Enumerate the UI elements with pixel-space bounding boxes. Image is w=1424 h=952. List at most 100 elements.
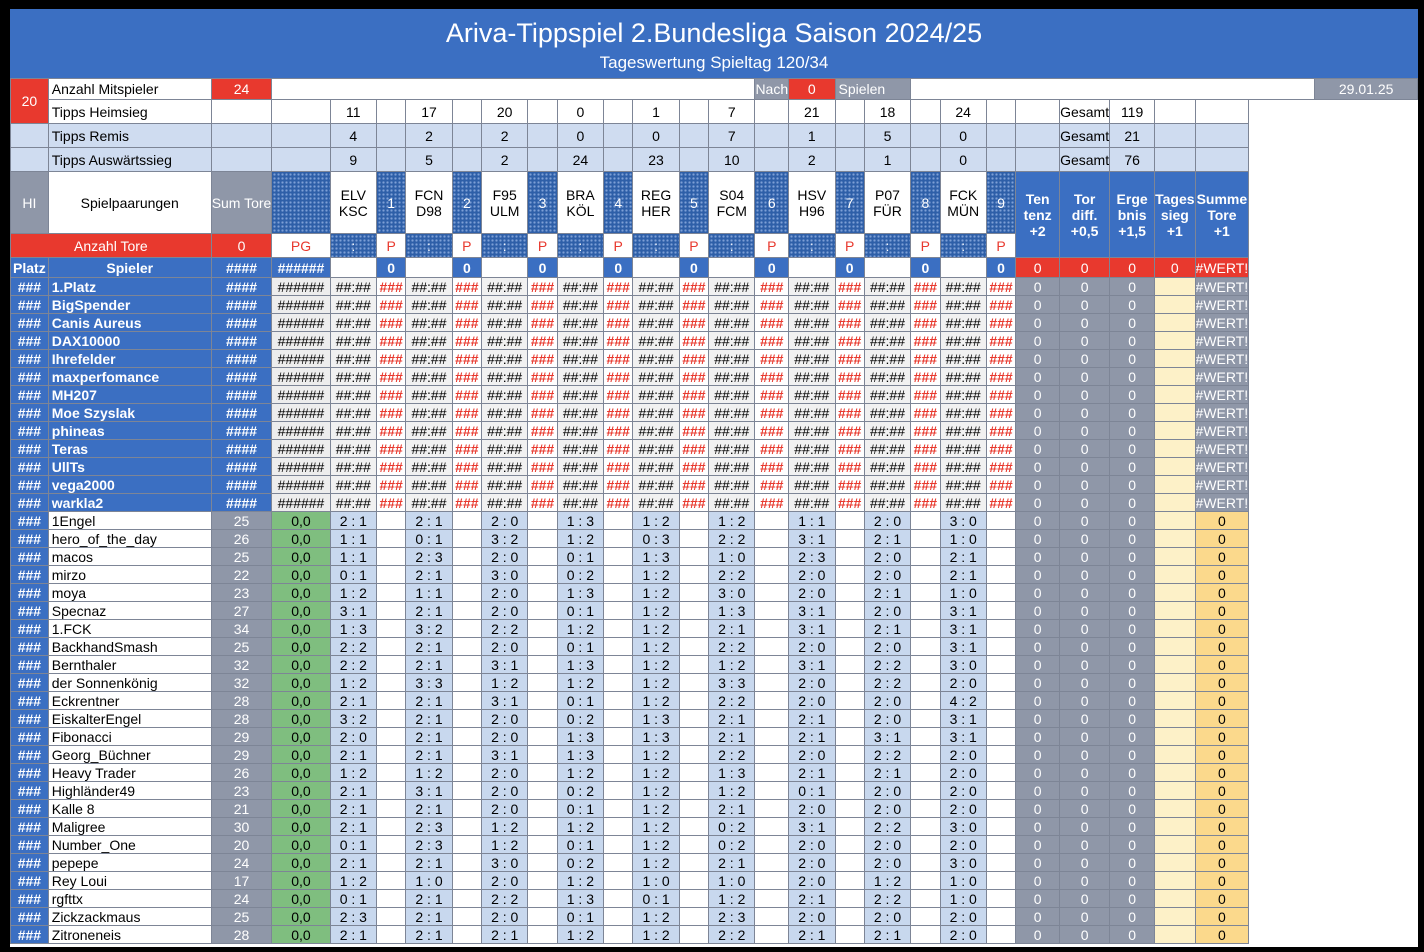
tip-cell[interactable]: 2 : 0 xyxy=(480,547,529,566)
tip-cell[interactable]: 3 : 1 xyxy=(863,727,912,746)
tip-cell[interactable]: 1 : 2 xyxy=(329,763,378,782)
tip-cell[interactable]: 3 : 1 xyxy=(480,655,529,674)
tip-cell[interactable]: 1 : 2 xyxy=(632,691,680,710)
player-name[interactable]: Fibonacci xyxy=(47,727,212,746)
tip-cell[interactable]: 0 : 2 xyxy=(708,835,756,854)
tip-cell[interactable]: 2 : 1 xyxy=(329,817,378,836)
tip-cell[interactable]: 1 : 2 xyxy=(556,619,605,638)
tip-cell[interactable]: 3 : 0 xyxy=(939,511,987,530)
player-name[interactable]: Rey Loui xyxy=(47,871,212,890)
player-name[interactable]: Maligree xyxy=(47,817,212,836)
player-name[interactable]: BackhandSmash xyxy=(47,637,212,656)
tip-cell[interactable]: 2 : 1 xyxy=(405,691,453,710)
tip-cell[interactable]: 2 : 1 xyxy=(708,619,756,638)
tip-cell[interactable]: 3 : 0 xyxy=(939,853,987,872)
tip-cell[interactable]: 3 : 2 xyxy=(480,529,529,548)
tip-cell[interactable]: 3 : 1 xyxy=(939,709,987,728)
tip-cell[interactable]: 2 : 1 xyxy=(405,655,453,674)
player-name[interactable]: DAX10000 xyxy=(47,331,212,350)
tip-cell[interactable]: 2 : 1 xyxy=(405,637,453,656)
tip-cell[interactable]: 2 : 0 xyxy=(480,763,529,782)
tip-cell[interactable]: 1 : 3 xyxy=(632,547,680,566)
tip-cell[interactable]: 1 : 2 xyxy=(480,835,529,854)
tip-cell[interactable]: 2 : 0 xyxy=(939,925,987,944)
tip-cell[interactable]: 2 : 1 xyxy=(863,619,912,638)
tip-cell[interactable]: 1 : 2 xyxy=(708,511,756,530)
player-name[interactable]: MH207 xyxy=(47,385,212,404)
tip-cell[interactable]: 2 : 1 xyxy=(405,709,453,728)
player-name[interactable]: Highländer49 xyxy=(47,781,212,800)
tip-cell[interactable]: 3 : 3 xyxy=(708,673,756,692)
tip-cell[interactable]: 2 : 1 xyxy=(863,925,912,944)
tip-cell[interactable]: 1 : 2 xyxy=(708,889,756,908)
tip-cell[interactable]: 2 : 1 xyxy=(329,925,378,944)
tip-cell[interactable]: 0 : 1 xyxy=(632,889,680,908)
tip-cell[interactable]: 1 : 2 xyxy=(632,511,680,530)
result-input-2[interactable]: : xyxy=(405,233,453,258)
tip-cell[interactable]: 2 : 1 xyxy=(788,727,836,746)
tip-cell[interactable]: 3 : 1 xyxy=(405,781,453,800)
tip-cell[interactable]: 2 : 0 xyxy=(480,871,529,890)
tip-cell[interactable]: 0 : 1 xyxy=(556,799,605,818)
player-name[interactable]: Kalle 8 xyxy=(47,799,212,818)
tip-cell[interactable]: 2 : 0 xyxy=(863,511,912,530)
tip-cell[interactable]: 1 : 3 xyxy=(556,889,605,908)
tip-cell[interactable]: 1 : 2 xyxy=(556,817,605,836)
tip-cell[interactable]: 1 : 3 xyxy=(556,583,605,602)
tip-cell[interactable]: 3 : 1 xyxy=(939,637,987,656)
result-input-6[interactable]: : xyxy=(708,233,756,258)
player-name[interactable]: warkla2 xyxy=(47,493,212,512)
tip-cell[interactable]: 1 : 2 xyxy=(863,871,912,890)
tip-cell[interactable]: 0 : 1 xyxy=(556,547,605,566)
tip-cell[interactable]: 2 : 1 xyxy=(329,799,378,818)
tip-cell[interactable]: 2 : 0 xyxy=(939,781,987,800)
result-input-4[interactable]: : xyxy=(556,233,605,258)
tip-cell[interactable]: 2 : 0 xyxy=(863,799,912,818)
tip-cell[interactable]: 1 : 2 xyxy=(556,763,605,782)
player-name[interactable]: Eckrentner xyxy=(47,691,212,710)
player-name[interactable]: Number_One xyxy=(47,835,212,854)
tip-cell[interactable]: 2 : 0 xyxy=(480,601,529,620)
tip-cell[interactable]: 2 : 0 xyxy=(939,907,987,926)
tip-cell[interactable]: 1 : 2 xyxy=(632,925,680,944)
tip-cell[interactable]: 1 : 0 xyxy=(405,871,453,890)
result-input-3[interactable]: : xyxy=(480,233,529,258)
tip-cell[interactable]: 2 : 1 xyxy=(405,745,453,764)
tip-cell[interactable]: 3 : 0 xyxy=(939,655,987,674)
tip-cell[interactable]: 2 : 1 xyxy=(939,547,987,566)
tip-cell[interactable]: 1 : 1 xyxy=(405,583,453,602)
player-name[interactable]: Specnaz xyxy=(47,601,212,620)
tip-cell[interactable]: 1 : 2 xyxy=(708,655,756,674)
tip-cell[interactable]: 3 : 1 xyxy=(788,817,836,836)
player-name[interactable]: maxperfomance xyxy=(47,367,212,386)
player-name[interactable]: macos xyxy=(47,547,212,566)
result-input-1[interactable]: : xyxy=(329,233,378,258)
player-name[interactable]: Georg_Büchner xyxy=(47,745,212,764)
tip-cell[interactable]: 0 : 1 xyxy=(329,835,378,854)
tip-cell[interactable]: 1 : 2 xyxy=(632,853,680,872)
tip-cell[interactable]: 1 : 0 xyxy=(632,871,680,890)
tip-cell[interactable]: 2 : 0 xyxy=(863,835,912,854)
tip-cell[interactable]: 2 : 3 xyxy=(405,817,453,836)
tip-cell[interactable]: 2 : 2 xyxy=(863,889,912,908)
player-name[interactable]: Heavy Trader xyxy=(47,763,212,782)
tip-cell[interactable]: 1 : 2 xyxy=(632,763,680,782)
tip-cell[interactable]: 1 : 3 xyxy=(632,709,680,728)
tip-cell[interactable]: 3 : 2 xyxy=(405,619,453,638)
tip-cell[interactable]: 2 : 2 xyxy=(863,673,912,692)
tip-cell[interactable]: 2 : 0 xyxy=(480,709,529,728)
tip-cell[interactable]: 1 : 3 xyxy=(556,655,605,674)
tip-cell[interactable]: 2 : 2 xyxy=(480,619,529,638)
tip-cell[interactable]: 2 : 1 xyxy=(329,745,378,764)
tip-cell[interactable]: 1 : 3 xyxy=(556,511,605,530)
tip-cell[interactable]: 2 : 1 xyxy=(329,853,378,872)
tip-cell[interactable]: 1 : 1 xyxy=(329,529,378,548)
tip-cell[interactable]: 1 : 2 xyxy=(632,835,680,854)
tip-cell[interactable]: 2 : 0 xyxy=(480,637,529,656)
tip-cell[interactable]: 2 : 0 xyxy=(788,637,836,656)
tip-cell[interactable]: 1 : 2 xyxy=(556,673,605,692)
tip-cell[interactable]: 2 : 1 xyxy=(405,907,453,926)
player-name[interactable]: EiskalterEngel xyxy=(47,709,212,728)
tip-cell[interactable]: 1 : 2 xyxy=(556,871,605,890)
tip-cell[interactable]: 0 : 1 xyxy=(556,637,605,656)
